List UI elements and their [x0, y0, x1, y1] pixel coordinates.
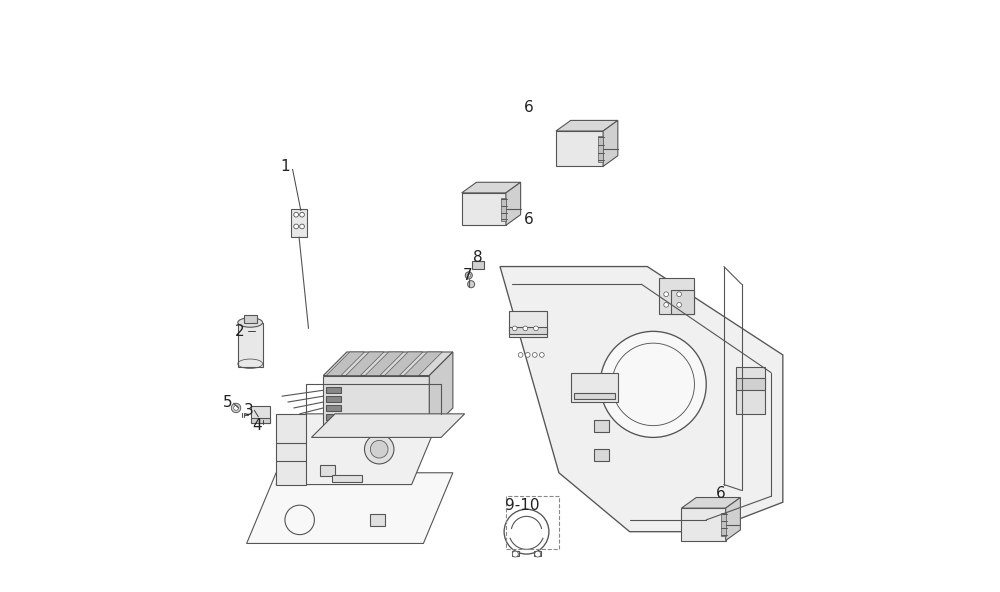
Bar	[509, 311, 547, 337]
Bar	[659, 278, 694, 314]
Text: 6: 6	[523, 100, 533, 115]
Text: 9-10: 9-10	[505, 498, 540, 513]
Bar	[370, 514, 385, 526]
Bar	[736, 366, 765, 414]
Circle shape	[465, 272, 472, 279]
Polygon shape	[247, 473, 453, 543]
Text: 6: 6	[716, 486, 726, 501]
Bar	[326, 387, 341, 393]
Circle shape	[231, 403, 241, 413]
Circle shape	[677, 303, 681, 307]
Bar	[594, 449, 609, 461]
Text: 1: 1	[280, 159, 290, 174]
Polygon shape	[404, 352, 442, 375]
Circle shape	[300, 213, 304, 217]
Bar	[721, 513, 726, 536]
Bar	[501, 198, 506, 221]
Circle shape	[664, 292, 669, 297]
Polygon shape	[500, 266, 783, 532]
Bar	[512, 551, 519, 556]
Text: 5: 5	[223, 394, 233, 410]
Circle shape	[468, 281, 475, 288]
Bar	[556, 131, 603, 166]
Bar	[598, 136, 603, 162]
Circle shape	[535, 551, 541, 557]
Bar	[244, 316, 257, 323]
Text: 7: 7	[463, 268, 472, 283]
Bar	[291, 209, 307, 237]
Bar	[326, 405, 341, 411]
Bar	[238, 323, 263, 366]
Circle shape	[600, 332, 706, 437]
Text: 2: 2	[235, 324, 244, 339]
Bar	[506, 496, 559, 549]
Bar	[534, 551, 541, 556]
Polygon shape	[506, 182, 521, 226]
Circle shape	[467, 274, 471, 277]
Circle shape	[664, 303, 669, 307]
Bar	[736, 378, 765, 390]
Bar	[472, 260, 484, 269]
Circle shape	[300, 224, 304, 229]
Circle shape	[294, 224, 298, 229]
Bar	[574, 393, 615, 399]
Polygon shape	[556, 120, 618, 131]
Circle shape	[294, 213, 298, 217]
Bar	[571, 372, 618, 402]
Bar	[681, 508, 726, 540]
Bar	[326, 396, 341, 402]
Polygon shape	[603, 120, 618, 166]
Bar	[320, 465, 335, 476]
Ellipse shape	[238, 318, 263, 327]
Text: 3: 3	[244, 403, 253, 419]
Bar	[251, 418, 270, 423]
Circle shape	[523, 326, 528, 331]
Bar	[594, 420, 609, 432]
Bar	[509, 327, 547, 334]
Polygon shape	[681, 497, 740, 508]
Circle shape	[534, 326, 538, 331]
Bar	[671, 290, 694, 314]
Polygon shape	[462, 182, 521, 193]
Bar	[276, 414, 306, 484]
Polygon shape	[365, 352, 403, 375]
Polygon shape	[346, 352, 384, 375]
Bar	[251, 406, 270, 423]
Circle shape	[532, 353, 537, 358]
Bar	[332, 475, 362, 482]
Circle shape	[539, 353, 544, 358]
Circle shape	[234, 406, 238, 410]
Bar	[323, 375, 429, 432]
Text: 8: 8	[473, 250, 482, 265]
Circle shape	[370, 440, 388, 458]
Polygon shape	[326, 352, 364, 375]
Bar	[462, 193, 506, 226]
Polygon shape	[311, 414, 465, 437]
Polygon shape	[726, 497, 740, 540]
Text: 6: 6	[523, 212, 533, 227]
Polygon shape	[323, 352, 453, 375]
Bar	[326, 414, 341, 420]
Polygon shape	[429, 352, 453, 432]
Polygon shape	[385, 352, 423, 375]
Circle shape	[364, 435, 394, 464]
Circle shape	[677, 292, 681, 297]
Circle shape	[518, 353, 523, 358]
Circle shape	[512, 326, 517, 331]
Circle shape	[512, 551, 518, 557]
Text: 4: 4	[252, 418, 262, 433]
Polygon shape	[276, 414, 441, 484]
Circle shape	[525, 353, 530, 358]
